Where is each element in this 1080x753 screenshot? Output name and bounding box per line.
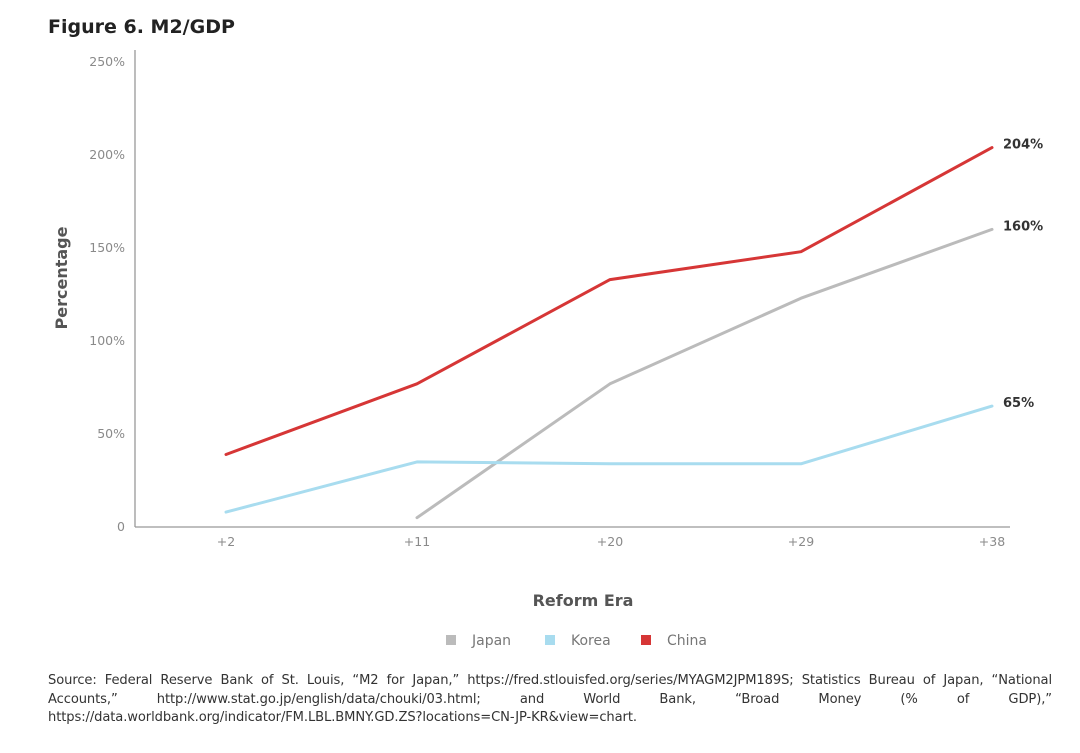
end-label-china: 204% bbox=[1003, 138, 1043, 153]
x-tick-label: +2 bbox=[217, 534, 235, 549]
end-labels: 160% 65% 204% bbox=[1003, 138, 1043, 412]
y-tick-label: 0 bbox=[117, 519, 125, 534]
y-tick-label: 100% bbox=[89, 333, 125, 348]
legend-label-china: China bbox=[667, 633, 707, 649]
source-note: Source: Federal Reserve Bank of St. Loui… bbox=[48, 673, 1052, 725]
legend-swatch-china bbox=[641, 635, 651, 645]
x-tick-label: +29 bbox=[788, 534, 814, 549]
legend: Japan Korea China bbox=[446, 633, 707, 649]
legend-swatch-korea bbox=[545, 635, 555, 645]
end-label-japan: 160% bbox=[1003, 219, 1043, 234]
x-tick-label: +38 bbox=[979, 534, 1005, 549]
y-axis-title: Percentage bbox=[52, 226, 71, 329]
series-line-china bbox=[224, 146, 994, 456]
legend-swatch-japan bbox=[446, 635, 456, 645]
m2-gdp-line-chart: 0 50% 100% 150% 200% 250% +2 +11 +20 +29 +38 160%… bbox=[52, 50, 1043, 649]
series-line-korea bbox=[224, 404, 994, 514]
figure-title: Figure 6. M2/GDP bbox=[48, 16, 235, 38]
series-lines bbox=[224, 146, 994, 520]
x-axis-title: Reform Era bbox=[533, 591, 634, 610]
x-axis-ticks: +2 +11 +20 +29 +38 bbox=[217, 534, 1005, 549]
x-tick-label: +11 bbox=[404, 534, 430, 549]
y-tick-label: 50% bbox=[97, 426, 125, 441]
y-tick-label: 150% bbox=[89, 240, 125, 255]
y-tick-label: 250% bbox=[89, 54, 125, 69]
y-axis-ticks: 0 50% 100% 150% 200% 250% bbox=[89, 54, 125, 534]
legend-label-japan: Japan bbox=[471, 633, 511, 649]
end-label-korea: 65% bbox=[1003, 396, 1034, 411]
legend-label-korea: Korea bbox=[571, 633, 611, 649]
y-tick-label: 200% bbox=[89, 147, 125, 162]
series-line-japan bbox=[415, 227, 994, 520]
x-tick-label: +20 bbox=[597, 534, 623, 549]
